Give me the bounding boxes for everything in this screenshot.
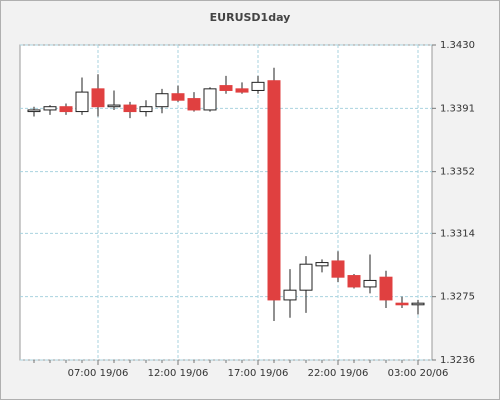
candle-body [203, 88, 217, 111]
candle-body [91, 88, 105, 108]
candle-body [75, 91, 89, 113]
y-tick-label: 1.3430 [440, 40, 475, 51]
x-tick-label: 07:00 19/06 [68, 368, 129, 379]
candle-body [235, 88, 249, 93]
candle-body [363, 279, 377, 288]
candle-body [171, 93, 185, 101]
x-tick-label: 12:00 19/06 [148, 368, 209, 379]
y-tick-label: 1.3391 [440, 103, 475, 114]
candle-body [395, 302, 409, 306]
candle-body [59, 106, 73, 113]
candle-body [219, 85, 233, 91]
candle-body [187, 98, 201, 111]
candle-body [315, 262, 329, 267]
candle-body [347, 275, 361, 288]
x-tick-label: 17:00 19/06 [228, 368, 289, 379]
y-tick-label: 1.3236 [440, 355, 475, 366]
candle-body [43, 106, 57, 111]
candle-body [27, 109, 41, 113]
y-tick-label: 1.3314 [440, 228, 475, 239]
candle-body [283, 289, 297, 301]
candle-body [379, 276, 393, 301]
candle-body [155, 93, 169, 108]
y-tick-label: 1.3275 [440, 292, 475, 303]
candle-body [107, 104, 121, 108]
candle-body [123, 104, 137, 113]
chart-title: EURUSD1day [210, 11, 291, 24]
y-tick-label: 1.3352 [440, 167, 475, 178]
candle-body [251, 81, 265, 91]
candle-body [299, 263, 313, 291]
candle-body [411, 302, 425, 306]
candle-body [139, 106, 153, 113]
plot-area [19, 44, 433, 361]
x-tick-label: 22:00 19/06 [308, 368, 369, 379]
candle-body [331, 260, 345, 278]
candle-body [267, 80, 281, 301]
x-tick-label: 03:00 20/06 [388, 368, 449, 379]
